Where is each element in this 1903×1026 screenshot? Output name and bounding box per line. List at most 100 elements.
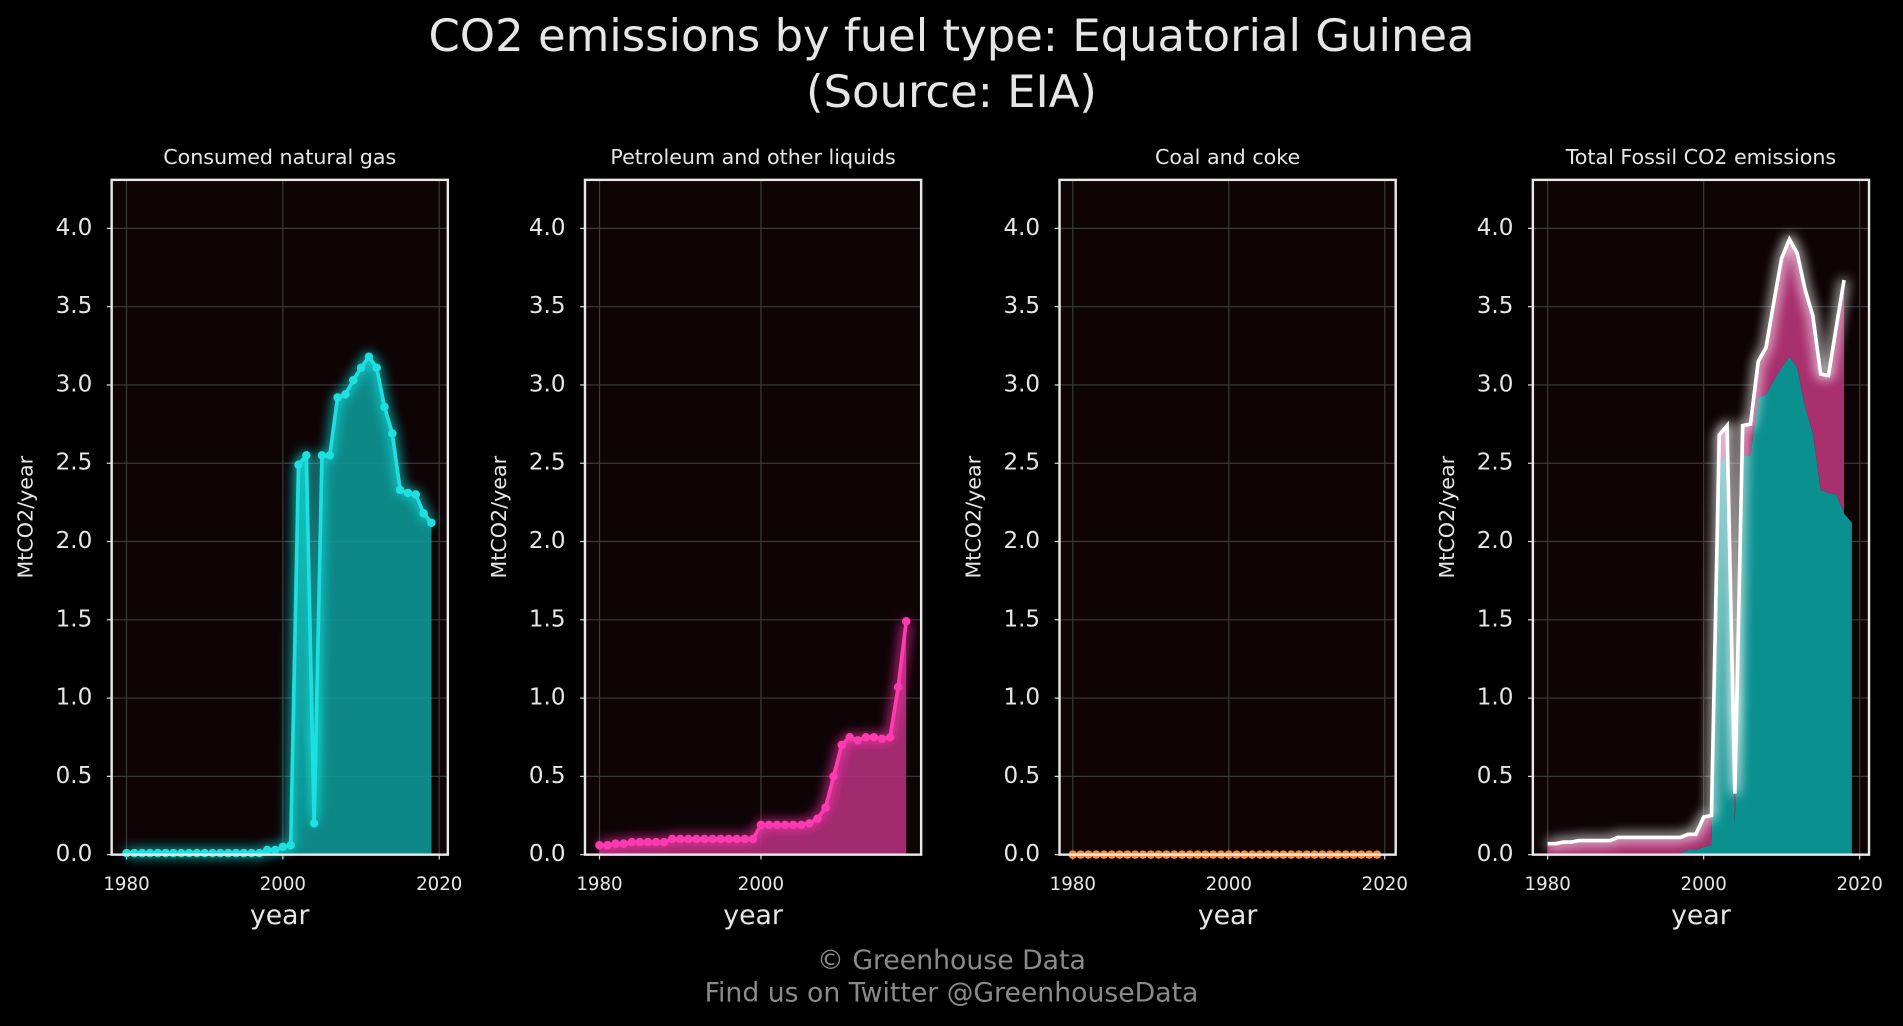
marker: [885, 732, 895, 742]
marker: [317, 451, 327, 460]
marker: [427, 518, 436, 527]
y-tick-label: 4.0: [529, 215, 566, 241]
marker: [780, 820, 790, 830]
y-tick-label: 2.5: [1003, 450, 1040, 476]
y-tick-label: 3.0: [529, 371, 566, 397]
footer: © Greenhouse Data: [817, 945, 1086, 976]
marker: [853, 736, 863, 745]
chart-subtitle: (Source: EIA): [806, 65, 1097, 118]
marker: [797, 820, 806, 830]
y-tick-label: 1.0: [529, 685, 566, 711]
marker: [192, 848, 202, 858]
marker: [348, 376, 358, 385]
marker: [700, 834, 709, 844]
marker: [901, 617, 911, 626]
marker: [403, 488, 413, 498]
marker: [869, 732, 879, 742]
y-tick-label: 3.5: [1477, 293, 1514, 319]
y-tick-label: 0.0: [1003, 841, 1040, 867]
marker: [294, 460, 303, 470]
marker: [805, 819, 814, 828]
marker: [740, 834, 750, 844]
marker: [603, 841, 612, 850]
y-tick-label: 0.5: [529, 763, 566, 789]
y-tick-label: 1.5: [1003, 606, 1040, 632]
subplot-title: Consumed natural gas: [163, 145, 396, 169]
marker: [247, 848, 256, 858]
marker: [861, 732, 871, 742]
y-tick-label: 4.0: [1003, 215, 1040, 241]
x-tick-label: 1980: [103, 874, 149, 895]
marker: [877, 734, 887, 744]
marker: [231, 848, 241, 858]
y-axis-label: MtCO2/year: [487, 455, 511, 578]
y-tick-label: 2.0: [1477, 528, 1514, 554]
marker: [270, 845, 280, 855]
marker: [667, 834, 677, 844]
footer: Find us on Twitter @GreenhouseData: [705, 978, 1199, 1009]
y-tick-label: 3.0: [56, 371, 93, 397]
subplot-title: Total Fossil CO2 emissions: [1565, 145, 1836, 169]
y-tick-label: 0.5: [1477, 763, 1514, 789]
y-tick-label: 2.0: [1003, 528, 1040, 554]
x-tick-label: 1980: [1050, 874, 1096, 895]
marker: [829, 772, 838, 781]
series-group: [122, 352, 436, 858]
y-tick-label: 0.0: [56, 841, 93, 867]
marker: [200, 848, 209, 858]
x-tick-label: 2000: [1681, 874, 1727, 895]
chart-title: CO2 emissions by fuel type: Equatorial G…: [428, 9, 1474, 62]
marker: [724, 834, 733, 844]
marker: [692, 834, 701, 844]
x-tick-label: 2000: [1206, 874, 1252, 895]
marker: [675, 834, 685, 844]
marker: [732, 834, 741, 844]
y-axis-label: MtCO2/year: [1435, 455, 1459, 578]
y-tick-label: 3.5: [529, 293, 566, 319]
marker: [145, 848, 155, 858]
x-axis-label: year: [1198, 900, 1258, 931]
y-tick-label: 2.0: [56, 528, 93, 554]
marker: [708, 834, 717, 844]
marker: [627, 837, 637, 847]
marker: [684, 834, 693, 844]
marker: [364, 352, 374, 362]
y-axis-label: MtCO2/year: [962, 455, 986, 578]
area: [126, 356, 432, 855]
marker: [395, 485, 405, 495]
marker: [325, 451, 335, 460]
marker: [837, 740, 846, 750]
y-axis-label: MtCO2/year: [14, 455, 38, 578]
marker: [184, 848, 194, 858]
marker: [208, 848, 217, 858]
marker: [611, 839, 620, 848]
y-tick-label: 1.5: [529, 606, 566, 632]
marker: [153, 848, 163, 858]
marker: [651, 837, 661, 847]
x-tick-label: 2020: [416, 874, 462, 895]
y-tick-label: 2.5: [1477, 450, 1514, 476]
x-tick-label: 2000: [738, 874, 784, 895]
y-tick-label: 0.0: [1477, 841, 1514, 867]
x-axis-label: year: [1671, 900, 1731, 931]
marker: [772, 820, 782, 830]
marker: [756, 820, 766, 830]
marker: [239, 848, 249, 858]
y-tick-label: 3.0: [1477, 371, 1514, 397]
marker: [716, 834, 725, 844]
marker: [255, 848, 264, 858]
y-tick-label: 3.5: [1003, 293, 1040, 319]
y-tick-label: 3.5: [56, 293, 93, 319]
y-tick-label: 2.5: [56, 450, 93, 476]
y-tick-label: 2.5: [529, 450, 566, 476]
marker: [643, 837, 653, 847]
y-tick-label: 1.0: [1003, 685, 1040, 711]
y-tick-label: 4.0: [1477, 215, 1514, 241]
marker: [216, 848, 225, 858]
y-tick-label: 1.5: [56, 606, 93, 632]
x-axis-label: year: [723, 900, 783, 931]
marker: [635, 837, 645, 847]
marker: [748, 834, 758, 844]
marker: [341, 390, 350, 399]
